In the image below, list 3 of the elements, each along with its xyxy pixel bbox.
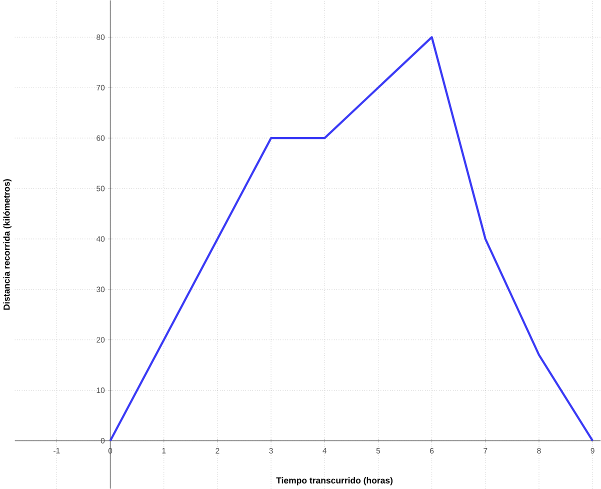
line-series [109, 36, 594, 442]
y-axis-title: Distancia recorrida (kilómetros) [3, 179, 12, 310]
x-axis-title: Tiempo transcurrido (horas) [276, 477, 393, 486]
